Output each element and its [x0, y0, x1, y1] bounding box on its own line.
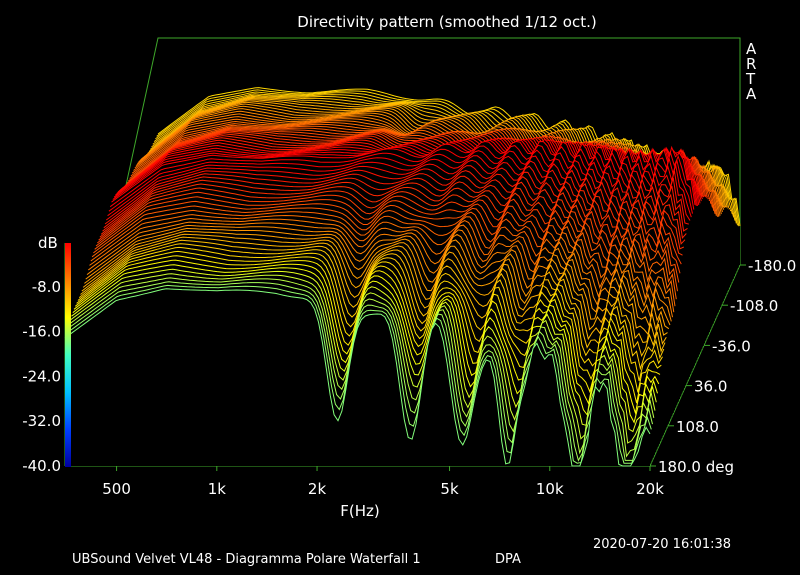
series-line [84, 230, 670, 330]
series-line [129, 127, 713, 208]
series-line [91, 209, 677, 300]
series-line [73, 259, 660, 415]
series-line [98, 187, 683, 256]
series-line [64, 288, 651, 467]
series-line [74, 255, 661, 404]
series-line [99, 183, 685, 250]
series-line [152, 94, 736, 221]
series-line [96, 191, 682, 265]
footer-tag: DPA [495, 552, 521, 567]
x-tick-label: 10k [536, 480, 564, 498]
x-axis-label: F(Hz) [340, 502, 380, 520]
z-tick-label: -108.0 [730, 297, 778, 315]
series-line [80, 239, 666, 357]
series-line [109, 144, 695, 210]
y-axis-label: dB [38, 234, 58, 252]
z-tick-label: -180.0 [748, 257, 796, 275]
series-line [108, 149, 693, 214]
series-line [103, 170, 688, 232]
y-axis-ticks: -8.0 -16.0 -24.0 -32.0 -40.0 [22, 278, 71, 475]
x-axis-ticks: 500 1k 2k 5k 10k 20k [102, 466, 664, 498]
x-tick-label: 5k [440, 480, 459, 498]
series-line [106, 159, 691, 221]
footer-caption: UBSound Velvet VL48 - Diagramma Polare W… [72, 552, 421, 567]
z-tick-label: -36.0 [712, 337, 751, 355]
z-tick-label: 108.0 [676, 418, 719, 436]
series-line [88, 221, 673, 318]
series-line [100, 179, 686, 245]
z-tick-label: 36.0 [694, 378, 727, 396]
colorbar [65, 243, 71, 467]
y-tick-label: -32.0 [22, 412, 61, 430]
series-line [111, 140, 696, 205]
series-line [89, 217, 675, 313]
series-line [93, 205, 678, 292]
series-line [69, 273, 656, 444]
timestamp: 2020-07-20 16:01:38 [593, 537, 731, 552]
series-line [104, 165, 689, 225]
series-line [90, 214, 676, 307]
x-tick-label: 2k [308, 480, 327, 498]
series-line [130, 126, 715, 212]
series-line [82, 233, 668, 336]
chart-title: Directivity pattern (smoothed 1/12 oct.) [297, 13, 596, 31]
y-tick-label: -16.0 [22, 323, 61, 341]
series-line [153, 93, 737, 224]
waterfall-surface [64, 87, 741, 467]
y-tick-label: -24.0 [22, 367, 61, 385]
series-line [72, 264, 658, 424]
series-line [68, 277, 655, 458]
series-line [71, 268, 657, 433]
series-line [86, 224, 672, 322]
x-tick-label: 1k [208, 480, 227, 498]
series-line [66, 284, 652, 464]
x-tick-label: 20k [636, 480, 664, 498]
series-line [85, 227, 671, 326]
x-tick-label: 500 [102, 480, 131, 498]
series-line [81, 236, 667, 345]
series-line [76, 250, 662, 393]
series-line [131, 124, 716, 214]
series-fill [65, 288, 650, 466]
series-line [67, 281, 653, 462]
z-tick-label: 180.0 deg [658, 458, 734, 476]
series-line [78, 243, 665, 371]
series-line [102, 175, 687, 240]
y-tick-label: -40.0 [22, 457, 61, 475]
series-line [151, 95, 735, 218]
z-axis-ticks: -180.0 -108.0 -36.0 36.0 108.0 180.0 deg [650, 257, 796, 476]
series-line [107, 155, 692, 218]
y-tick-label: -8.0 [32, 278, 61, 296]
series-line [77, 246, 663, 382]
